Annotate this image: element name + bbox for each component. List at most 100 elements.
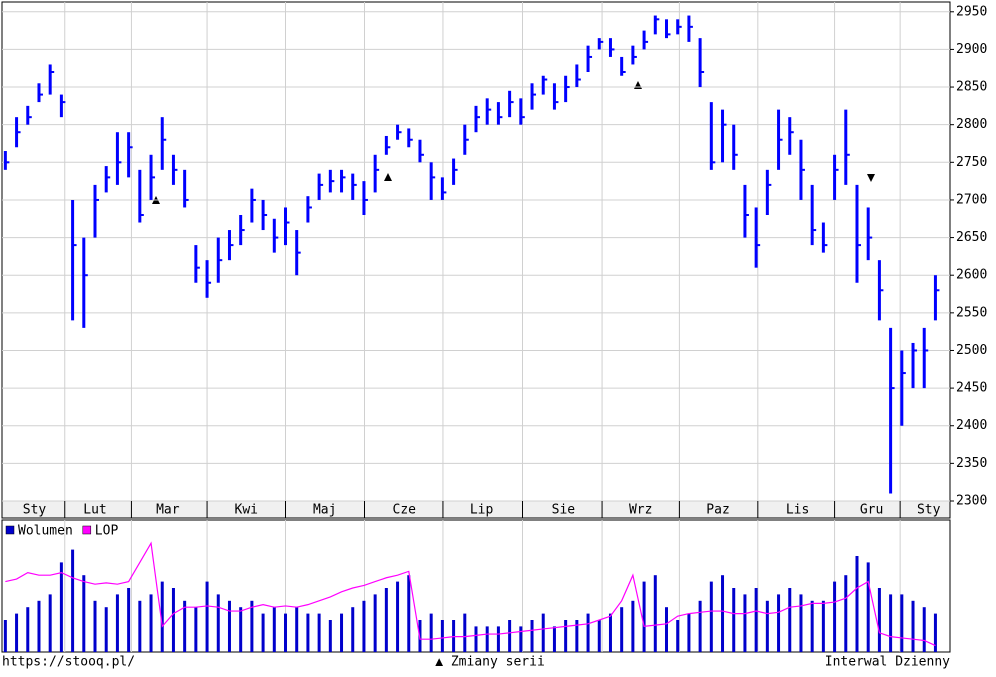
volume-bar <box>485 626 489 652</box>
volume-bar <box>889 594 893 652</box>
y-tick-label: 2800 <box>956 117 987 132</box>
volume-bar <box>810 600 814 652</box>
volume-bar <box>530 620 534 652</box>
volume-bar <box>833 581 837 652</box>
volume-bar <box>48 594 52 652</box>
volume-bar <box>620 607 624 652</box>
volume-bar <box>788 588 792 652</box>
volume-bar <box>317 613 321 652</box>
volume-bar <box>115 594 119 652</box>
y-tick-label: 2300 <box>956 494 987 509</box>
x-tick-label: Gru <box>860 503 883 518</box>
volume-bar <box>183 600 187 652</box>
volume-bar <box>59 562 63 652</box>
volume-bar <box>71 549 75 652</box>
volume-bar <box>541 613 545 652</box>
source: https://stooq.pl/ <box>2 655 135 670</box>
volume-bar <box>93 600 97 652</box>
series-change-marker <box>384 173 392 181</box>
volume-bar <box>452 620 456 652</box>
volume-bar <box>687 613 691 652</box>
volume-bar <box>608 613 612 652</box>
x-tick-label: Wrz <box>629 503 652 518</box>
volume-bar <box>552 626 556 652</box>
volume-bar <box>362 600 366 652</box>
volume-bar <box>743 594 747 652</box>
y-tick-label: 2850 <box>956 80 987 95</box>
volume-bar <box>642 581 646 652</box>
y-tick-label: 2550 <box>956 305 987 320</box>
volume-bar <box>127 588 131 652</box>
x-tick-label: Maj <box>313 503 336 518</box>
price-panel <box>1 1 951 502</box>
x-tick-label: Sty <box>23 503 47 518</box>
y-tick-label: 2750 <box>956 155 987 170</box>
x-tick-label: Sty <box>917 503 941 518</box>
volume-bar <box>732 588 736 652</box>
volume-bar <box>82 575 86 652</box>
volume-bar <box>496 626 500 652</box>
series-change-marker <box>867 174 875 182</box>
volume-bar <box>15 613 19 652</box>
legend-label: LOP <box>95 524 119 539</box>
volume-bar <box>171 588 175 652</box>
volume-bar <box>922 607 926 652</box>
volume-bar <box>227 600 231 652</box>
volume-bar <box>754 588 758 652</box>
y-tick-label: 2700 <box>956 192 987 207</box>
volume-bar <box>440 620 444 652</box>
volume-bar <box>104 607 108 652</box>
lop-line <box>5 541 936 647</box>
volume-bar <box>597 620 601 652</box>
x-tick-label: Lip <box>470 503 494 518</box>
x-tick-label: Lut <box>83 503 106 518</box>
volume-bar <box>631 600 635 652</box>
volume-bar <box>575 620 579 652</box>
volume-bar <box>866 562 870 652</box>
volume-bar <box>138 600 142 652</box>
volume-bar <box>194 607 198 652</box>
volume-bar <box>653 575 657 652</box>
volume-bar <box>564 620 568 652</box>
legend-label: Wolumen <box>18 524 73 539</box>
legend-swatch <box>82 525 92 535</box>
volume-bar <box>463 613 467 652</box>
x-tick-label: Mar <box>156 503 180 518</box>
volume-bar <box>3 620 7 652</box>
x-tick-label: Kwi <box>235 503 258 518</box>
volume-bar <box>586 613 590 652</box>
volume-bar <box>373 594 377 652</box>
volume-bar <box>340 613 344 652</box>
volume-bar <box>933 613 937 652</box>
volume-bar <box>26 607 30 652</box>
volume-bar <box>351 607 355 652</box>
volume-bar <box>900 594 904 652</box>
volume-bar <box>261 613 265 652</box>
x-tick-label: Sie <box>552 503 576 518</box>
volume-bar <box>721 575 725 652</box>
x-tick-label: Paz <box>706 503 729 518</box>
volume-bar <box>777 594 781 652</box>
note: ▲ Zmiany serii <box>435 655 545 670</box>
volume-bar <box>306 613 310 652</box>
volume-bar <box>676 620 680 652</box>
volume-bar <box>384 588 388 652</box>
y-tick-label: 2900 <box>956 42 987 57</box>
y-tick-label: 2600 <box>956 268 987 283</box>
volume-bar <box>474 626 478 652</box>
volume-bar <box>709 581 713 652</box>
volume-bar <box>877 588 881 652</box>
volume-bar <box>328 620 332 652</box>
volume-bar <box>519 626 523 652</box>
volume-bar <box>295 607 299 652</box>
volume-bar <box>250 600 254 652</box>
x-tick-label: Lis <box>786 503 809 518</box>
volume-bar <box>799 594 803 652</box>
volume-bar <box>844 575 848 652</box>
y-tick-label: 2950 <box>956 4 987 19</box>
volume-bar <box>160 581 164 652</box>
interval: Interwal Dzienny <box>825 655 950 670</box>
volume-bar <box>698 600 702 652</box>
